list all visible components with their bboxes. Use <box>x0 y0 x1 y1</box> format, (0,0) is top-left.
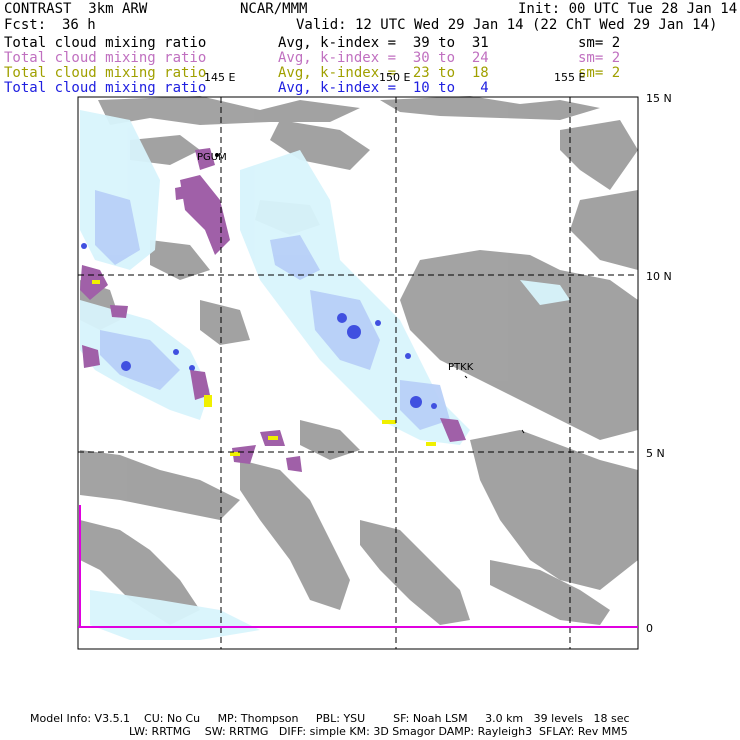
field-sm-3: sm= 2 <box>578 65 621 81</box>
lat-label-0: 0 <box>646 622 653 635</box>
field-sm-2: sm= 2 <box>578 50 621 66</box>
init-time: Init: 00 UTC Tue 28 Jan 14 <box>518 1 738 17</box>
mid-clouds <box>92 280 436 456</box>
lon-label-155: 155 E <box>554 71 586 84</box>
cloud-mid <box>95 190 450 430</box>
cloud-dark <box>81 243 437 409</box>
lon-label-145: 145 E <box>204 71 236 84</box>
field-name-4: Total cloud mixing ratio <box>4 80 207 96</box>
field-sm-1: sm= 2 <box>578 35 621 51</box>
valid-time: Valid: 12 UTC Wed 29 Jan 14 (22 ChT Wed … <box>296 17 718 33</box>
station-pgum: PGUM <box>197 152 227 163</box>
model-title: CONTRAST 3km ARW <box>4 1 148 17</box>
forecast-label: Fcst: <box>4 17 47 33</box>
field-avg-4: Avg, k-index = 10 to 4 <box>278 80 489 96</box>
forecast-hours: 36 h <box>62 17 96 33</box>
field-name-1: Total cloud mixing ratio <box>4 35 207 51</box>
lat-label-10n: 10 N <box>646 270 672 283</box>
field-avg-3: Avg, k-index = 23 to 18 <box>278 65 489 81</box>
model-info-line1: Model Info: V3.5.1 CU: No Cu MP: Thompso… <box>30 712 630 725</box>
station-ptkk: PTKK <box>448 362 474 373</box>
field-avg-2: Avg, k-index = 30 to 24 <box>278 50 489 66</box>
model-info-line2: LW: RRTMG SW: RRTMG DIFF: simple KM: 3D … <box>129 725 628 738</box>
field-name-3: Total cloud mixing ratio <box>4 65 207 81</box>
lon-label-150: 150 E <box>379 71 411 84</box>
center-label: NCAR/MMM <box>240 1 308 17</box>
ptkk-marker <box>464 375 468 379</box>
land-areas <box>80 96 638 625</box>
lat-label-5n: 5 N <box>646 447 665 460</box>
lat-lon-grid <box>78 97 638 649</box>
pgum-marker <box>215 153 219 157</box>
field-name-2: Total cloud mixing ratio <box>4 50 207 66</box>
field-avg-1: Avg, k-index = 39 to 31 <box>278 35 489 51</box>
lat-label-15n: 15 N <box>646 92 672 105</box>
